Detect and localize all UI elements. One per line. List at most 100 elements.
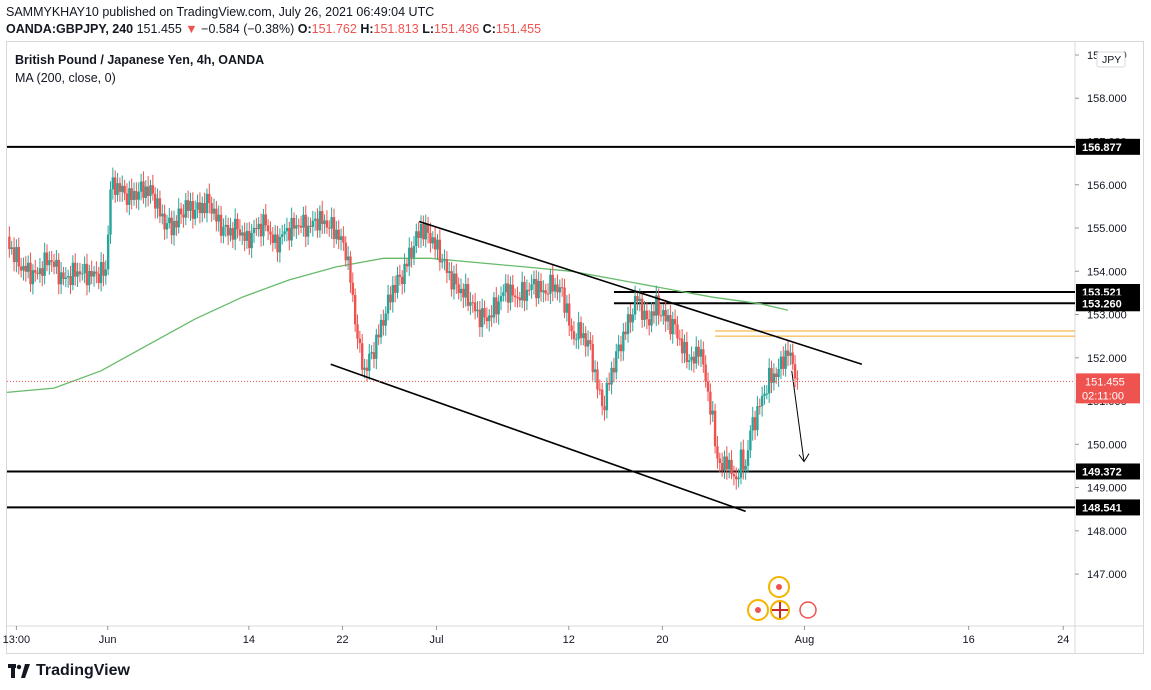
candle-up (777, 369, 780, 378)
currency-label: JPY (1102, 54, 1121, 66)
candle-down (36, 272, 39, 275)
candle-up (497, 301, 500, 315)
candle-up (193, 209, 197, 219)
candle-down (78, 271, 82, 275)
candle-up (295, 225, 298, 229)
x-tick-label: 14 (243, 634, 255, 646)
candle-up (38, 268, 42, 275)
level-price-tag (1076, 499, 1140, 516)
candle-down (513, 295, 517, 298)
candle-down (342, 236, 345, 243)
open-label: O: (297, 22, 312, 36)
candle-down (678, 338, 681, 340)
open-value: 151.762 (311, 22, 357, 36)
candle-up (132, 191, 136, 200)
candle-down (146, 186, 150, 197)
current-price-label: 151.455 (1085, 376, 1125, 388)
candle-up (558, 287, 562, 293)
candle-up (525, 289, 529, 301)
candle-down (316, 218, 319, 231)
candle-down (718, 458, 721, 464)
candle-up (59, 272, 63, 285)
candle-down (52, 261, 56, 267)
candle-down (673, 319, 677, 325)
candle-up (10, 247, 13, 250)
candle-up (88, 270, 91, 286)
candle-down (259, 223, 263, 237)
candle-down (725, 456, 729, 470)
channel-lower-trendline[interactable] (330, 363, 746, 513)
candle-up (252, 227, 256, 233)
indicator-legend[interactable]: MA (200, close, 0) (15, 71, 116, 85)
candle-down (292, 217, 296, 229)
low-label: L: (422, 22, 434, 36)
y-tick-label: 155.000 (1087, 223, 1127, 235)
candle-up (469, 302, 472, 306)
candle-up (212, 208, 216, 214)
candle-down (24, 265, 28, 272)
candle-down (405, 263, 409, 267)
currency-badge[interactable] (1096, 51, 1126, 68)
projection-arrow-line[interactable] (791, 370, 805, 462)
candle-down (603, 406, 606, 411)
candle-up (111, 177, 115, 190)
candle-up (537, 280, 540, 299)
candle-down (560, 287, 564, 289)
level-price-label: 156.877 (1082, 142, 1122, 154)
candle-down (219, 214, 223, 236)
candle-up (391, 285, 394, 303)
candle-down (95, 271, 98, 274)
candle-up (459, 288, 463, 294)
candle-down (337, 229, 340, 240)
candle-down (321, 211, 324, 224)
candle-up (81, 273, 84, 275)
candle-up (690, 356, 693, 361)
candle-down (735, 476, 738, 480)
candle-down (485, 317, 489, 322)
candle-up (499, 296, 503, 302)
candle-down (796, 378, 799, 380)
level-price-label: 149.372 (1082, 466, 1122, 478)
chart-frame (6, 41, 1144, 654)
candle-down (191, 201, 195, 219)
candle-down (490, 315, 493, 318)
candle-up (229, 228, 232, 236)
candle-up (415, 231, 418, 247)
candle-up (695, 346, 698, 364)
candle-down (589, 340, 592, 345)
event-marker-icon[interactable] (799, 601, 817, 619)
candle-up (671, 319, 674, 335)
candle-down (417, 231, 420, 238)
candle-down (123, 185, 126, 194)
candle-down (495, 297, 498, 315)
candle-down (544, 290, 547, 294)
candle-down (50, 260, 53, 262)
candle-down (619, 344, 623, 352)
candle-up (626, 314, 630, 335)
candle-up (330, 217, 333, 229)
candle-up (375, 334, 378, 359)
candle-down (600, 389, 604, 407)
candle-down (69, 276, 72, 286)
candle-up (71, 262, 75, 286)
channel-upper-trendline[interactable] (418, 220, 863, 366)
x-tick-label: Aug (795, 634, 815, 646)
candle-down (175, 220, 178, 228)
ma200-line[interactable] (6, 257, 789, 394)
candle-up (384, 313, 387, 326)
candle-down (325, 220, 329, 228)
candle-down (770, 367, 773, 383)
x-tick-label: 16 (963, 634, 975, 646)
candle-down (598, 389, 602, 391)
candle-down (125, 193, 129, 205)
tradingview-logo-icon (8, 664, 30, 678)
candle-down (41, 268, 44, 276)
candle-down (271, 234, 275, 243)
candle-up (370, 352, 373, 354)
candle-down (85, 263, 89, 286)
candle-up (121, 185, 124, 192)
symbol-label: OANDA:GBPJPY, 240 (6, 22, 134, 36)
candle-down (29, 262, 32, 285)
candle-up (184, 200, 187, 218)
